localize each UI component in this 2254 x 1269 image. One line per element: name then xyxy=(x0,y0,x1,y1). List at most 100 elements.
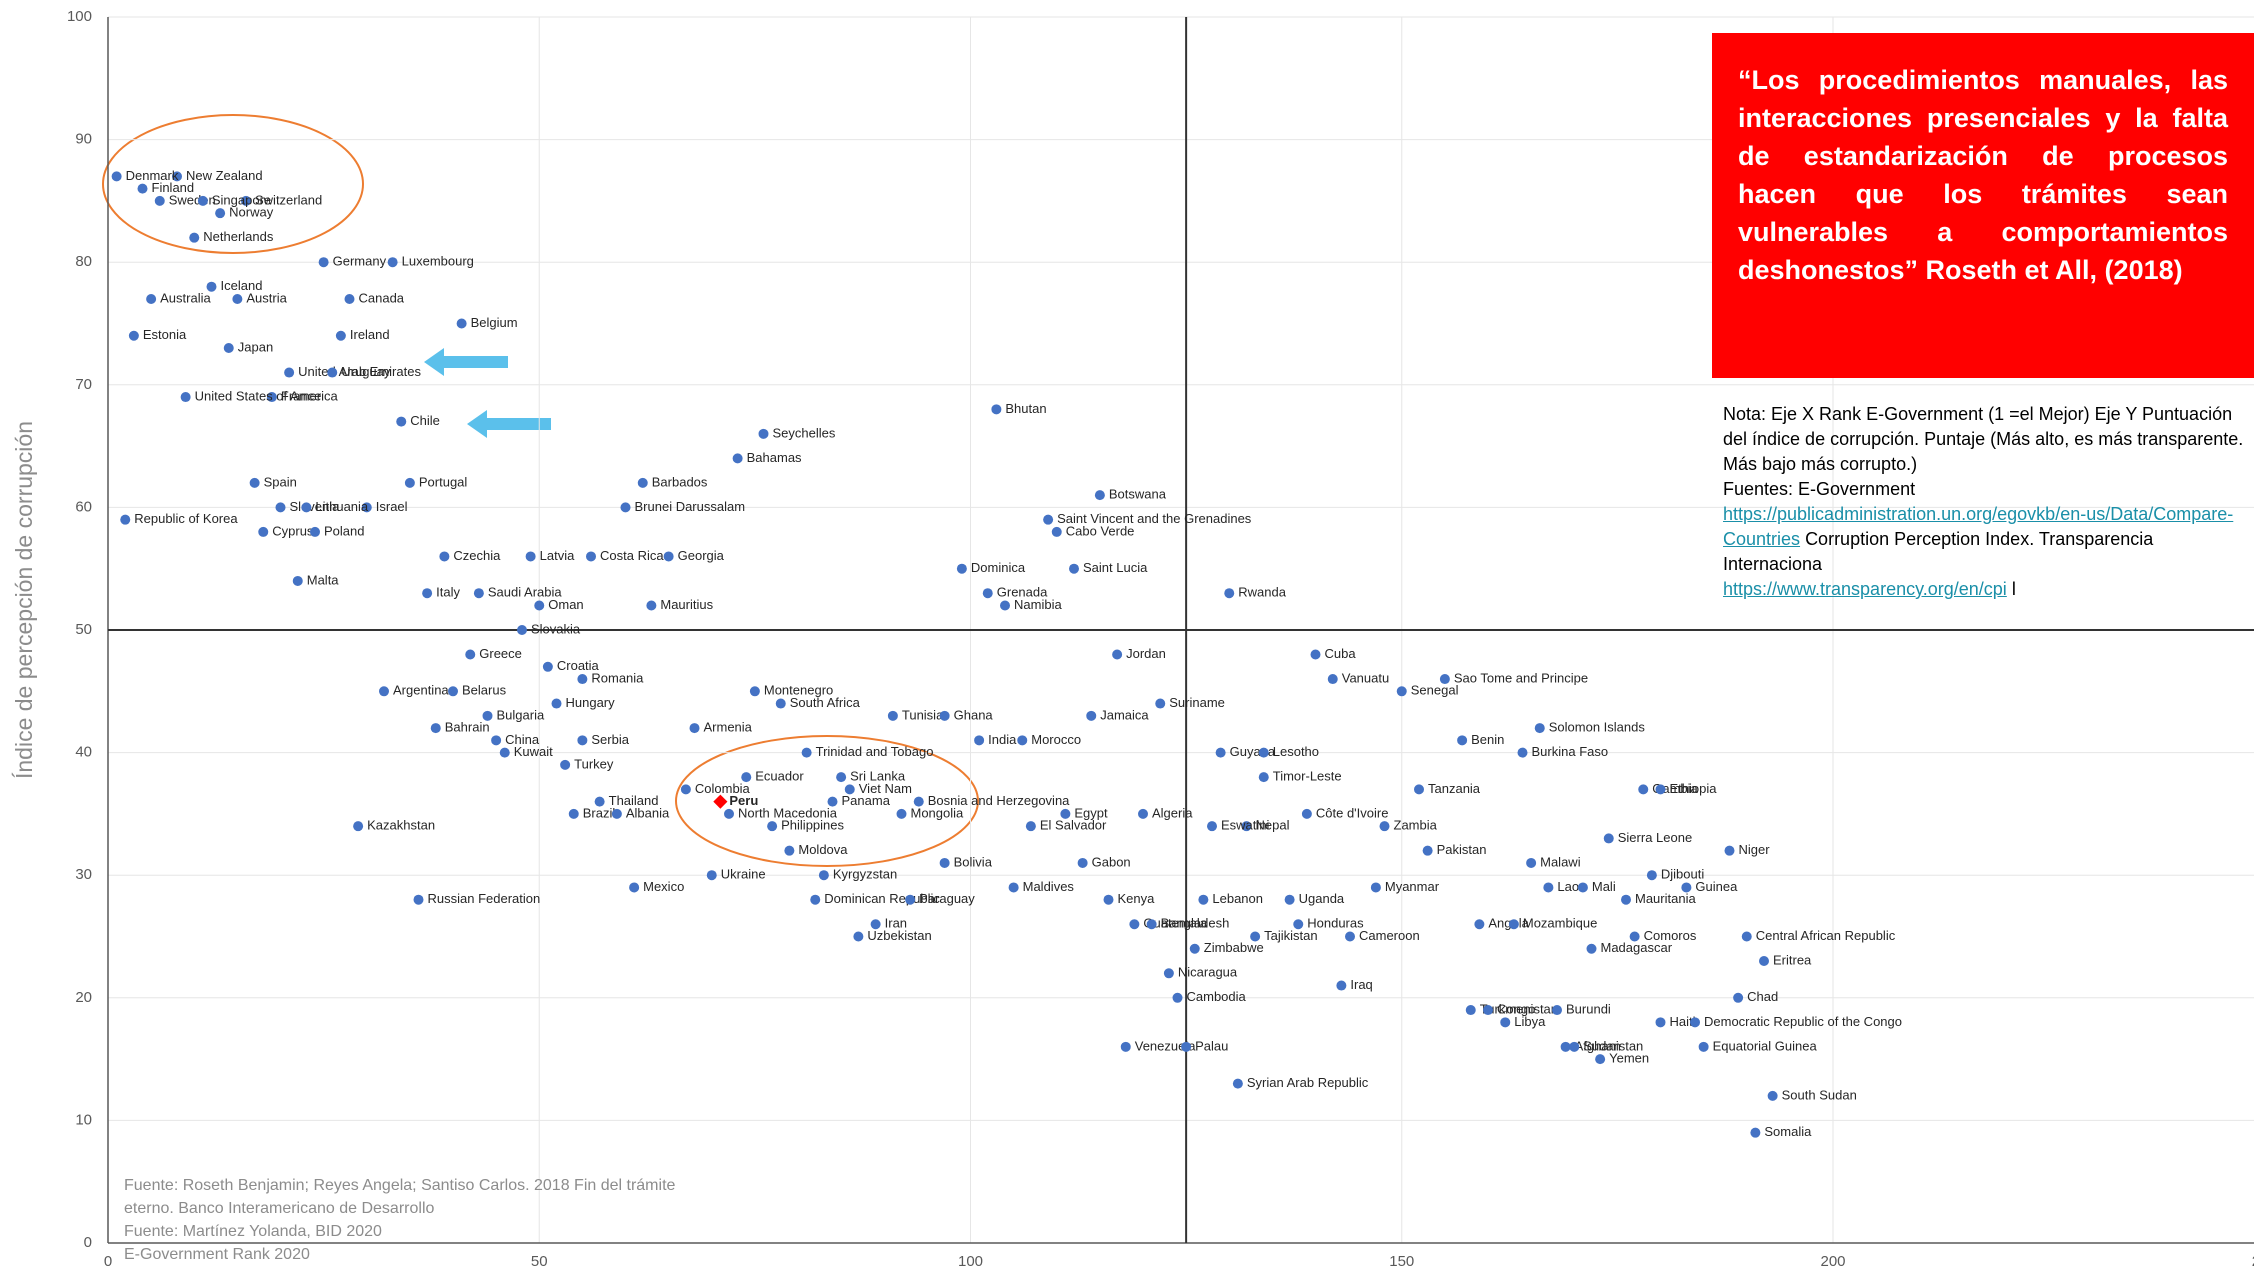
point xyxy=(1060,808,1071,819)
point-label: Tunisia xyxy=(902,707,944,722)
y-tick-label: 70 xyxy=(75,376,92,393)
point-label: Guinea xyxy=(1695,879,1738,894)
point-label: Finland xyxy=(152,180,195,195)
point xyxy=(818,870,829,881)
point xyxy=(335,330,346,341)
point xyxy=(1733,992,1744,1003)
point-label: Costa Rica xyxy=(600,548,664,563)
y-tick-label: 80 xyxy=(75,253,92,270)
x-tick-label: 250 xyxy=(2252,1253,2254,1269)
point xyxy=(1258,772,1269,783)
link[interactable]: https://publicadministration.un.org/egov… xyxy=(1723,504,2234,549)
point xyxy=(801,747,812,758)
point-label: Paraguay xyxy=(919,891,975,906)
point-label: Venezuela xyxy=(1135,1038,1196,1053)
point-label: Madagascar xyxy=(1601,940,1673,955)
point-label: Jamaica xyxy=(1100,707,1149,722)
point-label: Estonia xyxy=(143,327,187,342)
point-label: Comoros xyxy=(1644,928,1697,943)
point xyxy=(1181,1041,1192,1052)
point-label: Lao xyxy=(1557,879,1579,894)
point xyxy=(1655,784,1666,795)
point-label: Republic of Korea xyxy=(134,511,238,526)
point xyxy=(870,919,881,930)
point-label: Bahamas xyxy=(747,450,802,465)
point xyxy=(1077,857,1088,868)
point-label: Greece xyxy=(479,646,522,661)
point-label: Japan xyxy=(238,339,273,354)
point-label: Ecuador xyxy=(755,769,804,784)
point-label: Kenya xyxy=(1118,891,1156,906)
source-line: Fuente: Roseth Benjamin; Reyes Angela; S… xyxy=(124,1177,676,1194)
point-label: Iceland xyxy=(221,278,263,293)
point-label: China xyxy=(505,732,540,747)
point xyxy=(310,526,320,537)
point xyxy=(232,293,243,304)
point-label: Jordan xyxy=(1126,646,1166,661)
point-label: New Zealand xyxy=(186,168,263,183)
point xyxy=(1560,1041,1571,1052)
point-label: Armenia xyxy=(704,720,753,735)
point xyxy=(301,502,312,513)
point-label: Benin xyxy=(1471,732,1504,747)
point xyxy=(1301,808,1312,819)
point xyxy=(1750,1127,1761,1138)
point xyxy=(939,710,950,721)
point xyxy=(1069,563,1079,574)
point-label: Maldives xyxy=(1023,879,1075,894)
point-label: Malta xyxy=(307,572,340,587)
point xyxy=(422,588,433,599)
point xyxy=(887,710,898,721)
point xyxy=(456,318,467,329)
point xyxy=(1655,1017,1666,1028)
point-label: Portugal xyxy=(419,474,468,489)
point xyxy=(1483,1005,1493,1016)
point-label: Mali xyxy=(1592,879,1616,894)
point-label: Bhutan xyxy=(1005,401,1046,416)
point-label: Peru xyxy=(729,793,758,808)
point-label: Poland xyxy=(324,523,364,538)
point-label: Belarus xyxy=(462,683,507,698)
point-label: Mozambique xyxy=(1523,916,1597,931)
point-label: Barbados xyxy=(652,474,708,489)
point xyxy=(1207,821,1217,832)
point xyxy=(241,195,251,206)
point xyxy=(827,796,838,807)
point xyxy=(1129,919,1140,930)
note-text: Corruption Perception Index. Transparenc… xyxy=(1723,529,2154,574)
y-tick-label: 90 xyxy=(75,131,92,148)
point xyxy=(732,453,743,464)
point-label: Sri Lanka xyxy=(850,769,906,784)
point xyxy=(1241,821,1252,832)
point-label: Romania xyxy=(591,670,644,685)
point xyxy=(1690,1017,1700,1028)
point-label: Morocco xyxy=(1031,732,1081,747)
point xyxy=(706,870,717,881)
quote-box: “Los procedimientos manuales, las intera… xyxy=(1712,33,2254,378)
point-label: Burkina Faso xyxy=(1532,744,1609,759)
point-label: Namibia xyxy=(1014,597,1062,612)
point-label: Guyana xyxy=(1230,744,1276,759)
point xyxy=(258,526,269,537)
point xyxy=(396,416,407,427)
point-label: Panama xyxy=(842,793,891,808)
point-label: Tanzania xyxy=(1428,781,1481,796)
point-label: Bangladesh xyxy=(1161,916,1230,931)
point xyxy=(905,894,916,905)
x-tick-label: 0 xyxy=(104,1253,112,1269)
point-label: Czechia xyxy=(453,548,501,563)
point-label: Dominica xyxy=(971,560,1026,575)
point-label: Pakistan xyxy=(1437,842,1487,857)
point xyxy=(913,796,924,807)
link[interactable]: https://www.transparency.org/en/cpi xyxy=(1723,579,2007,599)
point-label: Italy xyxy=(436,585,460,600)
point-label: Kuwait xyxy=(514,744,553,759)
note-text: Fuentes: E-Government xyxy=(1723,479,1916,499)
point xyxy=(663,551,674,562)
point xyxy=(1534,723,1545,734)
point xyxy=(1422,845,1433,856)
point xyxy=(594,796,605,807)
point xyxy=(713,794,728,809)
point xyxy=(982,588,993,599)
